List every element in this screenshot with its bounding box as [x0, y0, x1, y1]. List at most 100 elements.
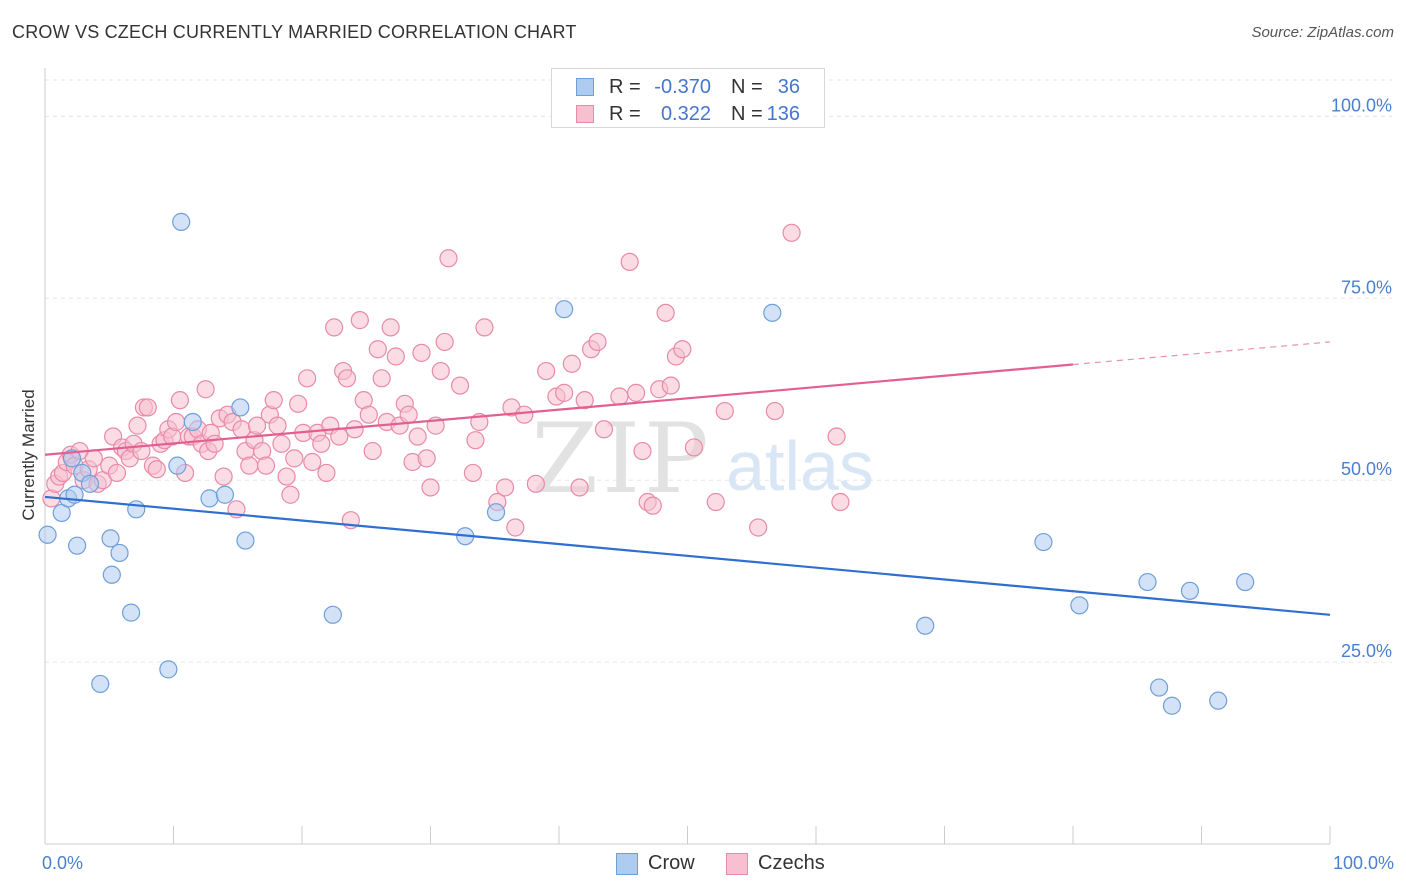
data-point: [827, 427, 846, 446]
legend-r-label: R =: [609, 75, 641, 98]
data-point: [236, 531, 255, 550]
data-point: [610, 387, 629, 406]
data-point: [706, 492, 725, 512]
data-point: [317, 463, 336, 483]
data-point: [1034, 532, 1053, 552]
data-point: [431, 361, 450, 381]
data-point: [172, 212, 191, 231]
data-point: [107, 463, 127, 483]
data-point: [1070, 596, 1089, 615]
data-point: [368, 340, 387, 359]
data-point: [231, 398, 250, 417]
data-point: [408, 427, 427, 446]
data-point: [715, 401, 734, 421]
data-point: [633, 441, 652, 461]
data-point: [620, 252, 639, 272]
data-point: [62, 449, 82, 468]
legend-n-value: 36: [777, 75, 800, 98]
data-point: [656, 303, 675, 322]
y-tick-label: 75.0%: [1341, 277, 1392, 297]
data-point: [466, 431, 485, 450]
data-point: [127, 500, 146, 519]
data-point: [166, 412, 186, 432]
data-point: [138, 398, 157, 417]
data-point: [110, 543, 129, 563]
grid-layer: 25.0% 50.0% 75.0% 100.0%: [45, 79, 1392, 663]
series-legend: Crow Czechs: [0, 852, 1406, 878]
legend-row-crow: R = -0.370 N = 36: [552, 73, 824, 101]
trend-line-czechs: [44, 363, 1074, 456]
data-point: [594, 420, 614, 439]
watermark-zip: ZIP: [531, 403, 712, 515]
data-point: [102, 565, 121, 584]
data-point: [196, 380, 215, 399]
data-point: [463, 463, 483, 483]
data-point: [515, 405, 534, 424]
data-point: [555, 300, 574, 319]
data-point: [121, 603, 141, 622]
data-point: [782, 223, 801, 242]
data-point: [214, 467, 233, 486]
legend-r-value: -0.370: [654, 75, 711, 98]
data-point: [312, 434, 331, 453]
data-point: [643, 496, 662, 515]
data-point: [439, 249, 458, 268]
data-point: [168, 456, 187, 475]
legend-swatch-crow: [616, 852, 638, 875]
data-point: [537, 361, 556, 381]
data-point: [475, 318, 494, 337]
data-point: [84, 449, 103, 468]
data-point: [247, 416, 267, 435]
data-point: [272, 434, 291, 453]
data-point: [268, 416, 287, 435]
legend-row-czechs: R = 0.322 N = 136: [552, 100, 824, 128]
data-point: [183, 412, 202, 432]
data-point: [1236, 572, 1255, 592]
legend-n-label: N =: [731, 102, 763, 125]
data-point: [661, 376, 680, 395]
data-point: [831, 492, 850, 512]
data-point: [1209, 691, 1228, 710]
correlation-legend: R = -0.370 N = 36 R = 0.322 N = 136: [551, 68, 825, 128]
data-point: [765, 401, 784, 421]
data-point: [1162, 696, 1182, 715]
data-point: [350, 311, 369, 330]
data-point: [337, 369, 357, 388]
legend-label-crow: Crow: [648, 852, 695, 874]
chart-source: Source: ZipAtlas.com: [1251, 24, 1394, 41]
legend-r-label: R =: [609, 102, 641, 125]
data-point: [323, 605, 342, 624]
data-point: [215, 485, 234, 504]
data-point: [68, 536, 87, 555]
legend-r-value: 0.322: [660, 102, 711, 125]
legend-item-crow[interactable]: Crow: [616, 852, 695, 875]
trend-line-extension-czechs: [1072, 341, 1331, 366]
axis-layer: 0.0% 100.0%: [42, 68, 1394, 873]
data-point: [1138, 572, 1157, 592]
data-point: [684, 438, 704, 457]
data-point: [285, 449, 304, 468]
data-point: [1149, 678, 1169, 697]
data-point: [345, 420, 364, 439]
data-point: [575, 391, 594, 410]
data-point: [147, 460, 166, 479]
data-point: [486, 503, 506, 522]
data-point: [555, 383, 574, 402]
watermark-atlas: atlas: [726, 427, 874, 505]
data-point: [281, 485, 300, 504]
legend-swatch-czechs: [726, 852, 748, 875]
legend-item-czechs[interactable]: Czechs: [726, 852, 825, 875]
data-point: [399, 405, 418, 424]
data-point: [495, 478, 515, 497]
x-tick-label-left: 0.0%: [42, 853, 83, 873]
data-point: [277, 467, 296, 486]
legend-n-label: N =: [731, 75, 763, 98]
data-point: [200, 489, 219, 508]
data-point: [170, 391, 190, 410]
data-point: [435, 332, 454, 352]
data-point: [417, 449, 436, 468]
trend-line-crow: [44, 495, 1331, 616]
data-point: [506, 518, 525, 537]
data-point: [372, 369, 391, 388]
